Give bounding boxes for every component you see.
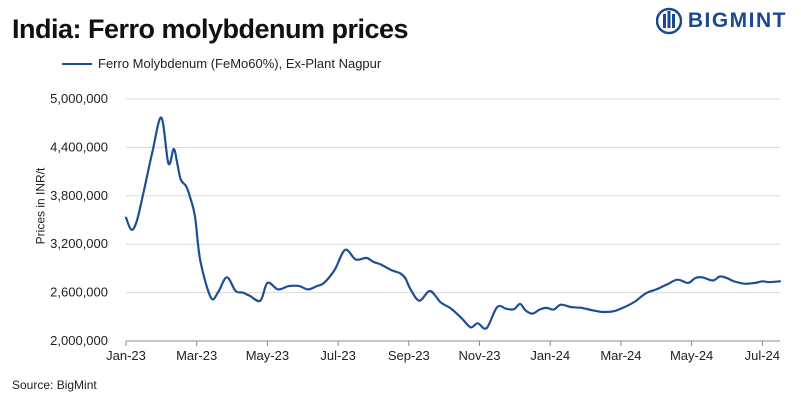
brand-logo: BIGMINT	[655, 6, 787, 36]
x-tick-label: May-23	[246, 348, 289, 363]
x-tick-label: Mar-24	[600, 348, 641, 363]
legend-swatch	[62, 62, 92, 65]
y-tick-label: 2,000,000	[50, 333, 108, 348]
x-tick-label: Mar-23	[176, 348, 217, 363]
series-line-ferro-molybdenum	[124, 116, 782, 330]
page-title: India: Ferro molybdenum prices	[12, 14, 409, 44]
x-tick-label: Jul-23	[320, 348, 355, 363]
y-tick-label: 3,800,000	[50, 188, 108, 203]
x-tick-label: May-24	[670, 348, 713, 363]
chart-legend: Ferro Molybdenum (FeMo60%), Ex-Plant Nag…	[62, 56, 381, 71]
legend-label: Ferro Molybdenum (FeMo60%), Ex-Plant Nag…	[98, 56, 382, 71]
x-tick-label: Sep-23	[388, 348, 430, 363]
bigmint-logo-icon	[655, 7, 682, 35]
y-tick-label: 4,400,000	[50, 139, 108, 154]
y-tick-label: 5,000,000	[50, 91, 108, 106]
y-tick-label: 2,600,000	[50, 285, 108, 300]
x-tick-label: Jan-24	[530, 348, 570, 363]
source-note: Source: BigMint	[12, 378, 97, 392]
brand-logo-text: BIGMINT	[687, 9, 787, 32]
x-tick-label: Jul-24	[745, 348, 780, 363]
x-tick-label: Nov-23	[459, 348, 501, 363]
y-tick-label: 3,200,000	[50, 236, 108, 251]
x-tick-label: Jan-23	[106, 348, 146, 363]
